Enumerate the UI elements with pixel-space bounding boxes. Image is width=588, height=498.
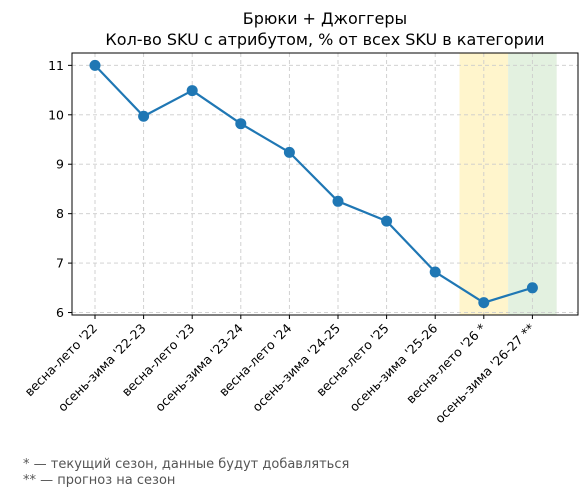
series-line [94,64,533,304]
series-group [89,59,538,309]
y-tick-label: 11 [48,58,64,73]
data-point [526,282,538,294]
data-point [186,85,198,97]
plot-frame [71,52,579,316]
y-tick-label: 8 [56,206,64,221]
chart-subtitle: Кол-во SKU с атрибутом, % от всех SKU в … [105,30,544,49]
data-point [138,110,150,122]
y-tick-label: 10 [48,107,64,122]
data-point [89,59,101,71]
data-point [478,297,490,309]
x-tick-label: осень-зима '23-24 [152,320,246,414]
data-point [235,118,247,130]
y-tick-label: 7 [56,256,64,271]
x-tick-label: осень-зима '25-26 [346,320,440,414]
y-tick-label: 6 [56,305,64,320]
highlight-band-2 [508,53,557,315]
x-tick-label: осень-зима '24-25 [249,321,343,415]
highlight-bands [459,53,557,315]
data-point [429,266,441,278]
x-tick-label: осень-зима '22-23 [55,321,149,415]
footnote-current-season: * — текущий сезон, данные будут добавлят… [23,457,350,472]
x-tick-label: осень-зима '26-27 ** [432,321,538,427]
chart-title: Брюки + Джоггеры [243,9,407,28]
data-point [283,146,295,158]
footnote-forecast: ** — прогноз на сезон [23,473,176,488]
data-point [332,195,344,207]
y-tick-label: 9 [56,157,64,172]
highlight-band-1 [459,53,509,315]
data-point [381,215,393,227]
